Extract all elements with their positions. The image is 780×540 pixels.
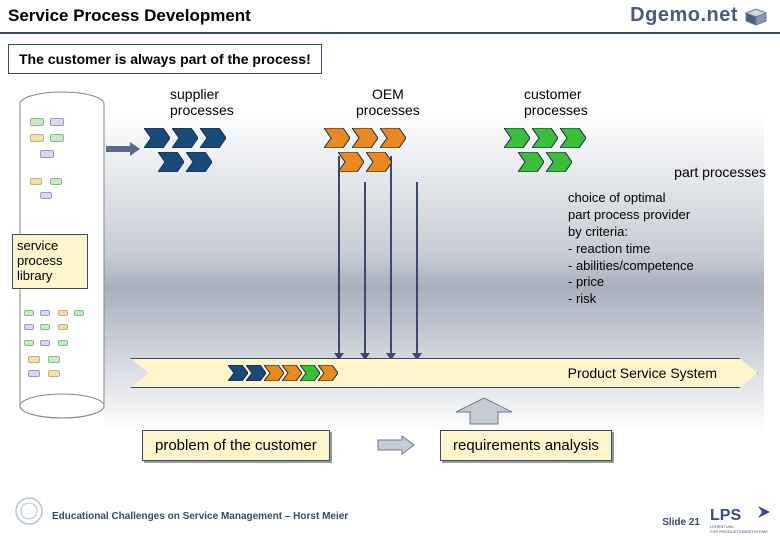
library-label: service process library	[17, 238, 63, 283]
chevron-icon	[300, 365, 320, 381]
chevron-icon	[264, 365, 284, 381]
chevron-icon	[186, 152, 212, 172]
part-processes-label: part processes	[674, 164, 766, 180]
flow-arrow-down	[416, 182, 418, 354]
brand-cube-icon	[742, 5, 770, 27]
chevron-icon	[200, 128, 226, 148]
seal-icon	[14, 496, 44, 526]
svg-text:LPS: LPS	[710, 507, 741, 524]
chevron-icon	[338, 152, 364, 172]
chevron-icon	[324, 128, 350, 148]
chevron-icon	[546, 152, 572, 172]
problem-box: problem of the customer	[142, 430, 330, 461]
footer-text: Educational Challenges on Service Manage…	[52, 511, 348, 522]
brand-text: Dgemo.net	[630, 4, 738, 27]
customer-label: customer processes	[524, 86, 588, 118]
chevron-icon	[366, 152, 392, 172]
chevron-icon	[560, 128, 586, 148]
arrow-right-icon	[106, 142, 140, 161]
oem-label: OEM processes	[356, 86, 420, 118]
lps-logo-icon: LPS LEHRSTUHL FÜR PRODUKTIONSSYSTEME	[708, 502, 772, 534]
chevron-icon	[246, 365, 266, 381]
chevron-icon	[318, 365, 338, 381]
footer: Educational Challenges on Service Manage…	[0, 498, 780, 534]
chevron-icon	[518, 152, 544, 172]
flow-arrow-down	[364, 182, 366, 354]
flow-arrow-down	[338, 156, 340, 354]
chevron-icon	[532, 128, 558, 148]
chevron-icon	[352, 128, 378, 148]
chevron-icon	[144, 128, 170, 148]
chevron-icon	[282, 365, 302, 381]
requirements-box: requirements analysis	[440, 430, 612, 461]
mini-diagram-icon	[28, 176, 84, 216]
slide-title: Service Process Development	[8, 6, 251, 26]
chevron-icon	[172, 128, 198, 148]
chevron-icon	[158, 152, 184, 172]
pss-label: Product Service System	[568, 365, 717, 381]
diagram-area: service process library supplier process…	[8, 86, 772, 456]
chevron-icon	[380, 128, 406, 148]
arrow-up-icon	[454, 396, 514, 431]
arrow-right-icon	[376, 434, 416, 461]
library-label-box: service process library	[12, 234, 88, 289]
mini-diagram-icon	[24, 310, 88, 390]
brand-logo: Dgemo.net	[630, 4, 770, 27]
slide-number: Slide 21	[662, 517, 700, 528]
pss-band: Product Service System	[130, 358, 758, 388]
subtitle-box: The customer is always part of the proce…	[8, 44, 322, 74]
chevron-icon	[228, 365, 248, 381]
supplier-label: supplier processes	[170, 86, 234, 118]
mini-diagram-icon	[28, 116, 84, 166]
svg-text:FÜR PRODUKTIONSSYSTEME: FÜR PRODUKTIONSSYSTEME	[710, 529, 768, 534]
chevron-icon	[504, 128, 530, 148]
criteria-text: choice of optimal part process provider …	[568, 190, 758, 308]
subtitle: The customer is always part of the proce…	[19, 51, 311, 67]
flow-arrow-down	[390, 156, 392, 354]
